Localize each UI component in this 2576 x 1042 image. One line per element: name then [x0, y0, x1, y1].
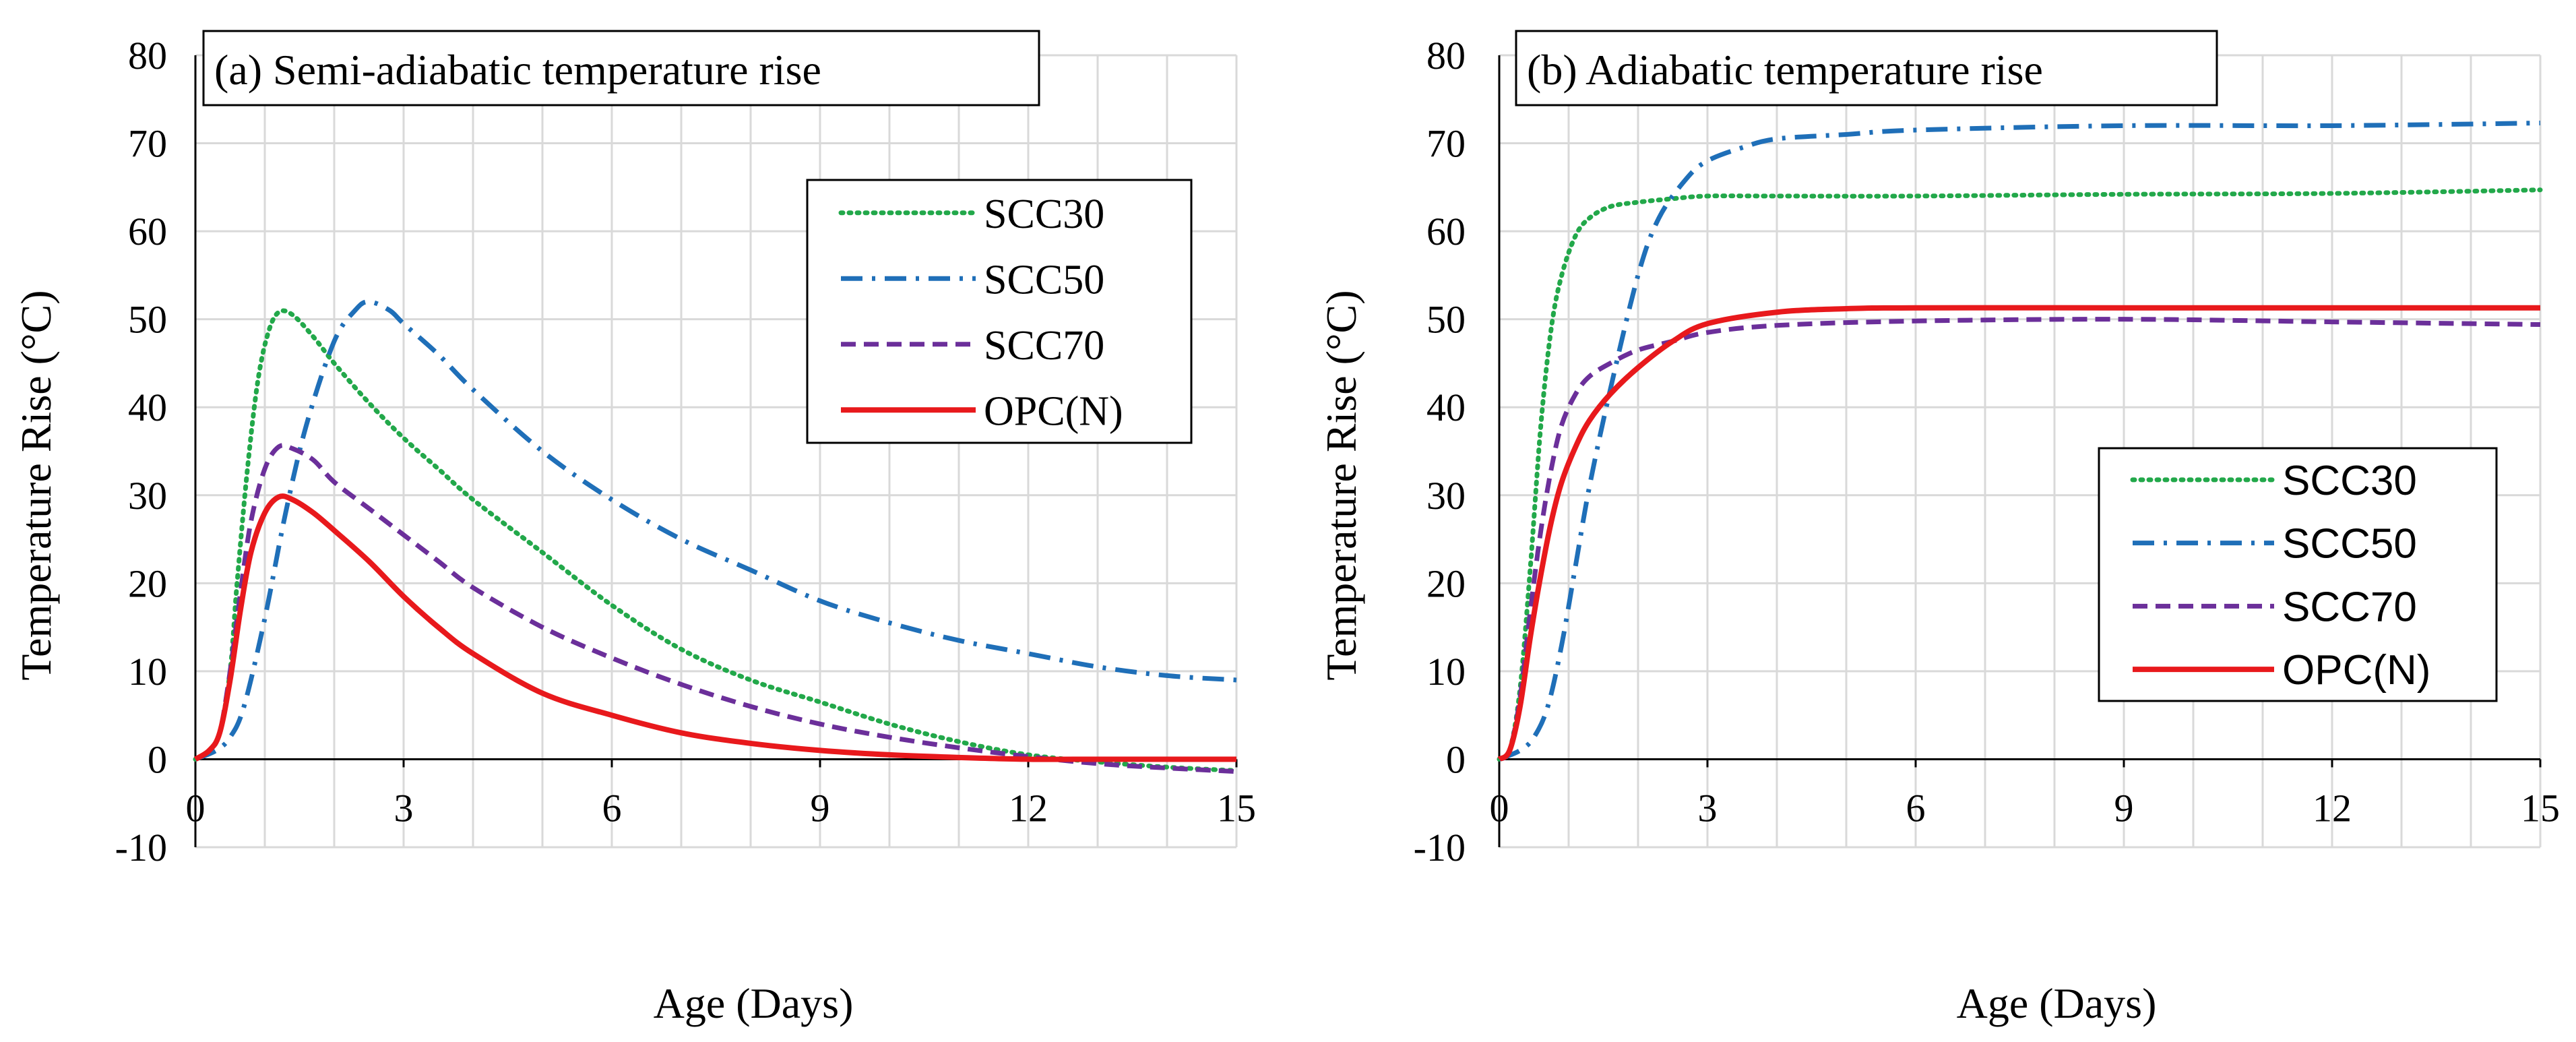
y-tick-label: 80 [128, 34, 167, 78]
panel-a-y-axis-label: Temperature Rise (°C) [12, 290, 60, 680]
panel-a-title-box: (a) Semi-adiabatic temperature rise [202, 30, 1040, 106]
legend-label: SCC50 [2282, 521, 2417, 568]
legend-box [2098, 447, 2498, 702]
y-tick-label: -10 [115, 826, 167, 869]
x-tick-label: 3 [1698, 786, 1718, 830]
panel-b-tick-labels: -10 0 10 20 30 40 50 60 70 80 0 3 6 9 12 15 [1414, 34, 2560, 869]
x-tick-label: 9 [811, 786, 830, 830]
legend-label: SCC50 [984, 257, 1104, 303]
y-tick-label: 10 [128, 650, 167, 694]
series-line-scc30 [193, 308, 1239, 773]
panel-b-title: (b) Adiabatic temperature rise [1527, 46, 2043, 94]
panel-a-plot-area [195, 55, 1236, 847]
y-tick-label: 30 [128, 474, 167, 518]
panel-a-x-axis-label: Age (Days) [654, 979, 854, 1027]
series-line-opcn [1497, 305, 2540, 762]
y-tick-label: 30 [1426, 474, 1466, 518]
x-tick-label: 15 [2521, 786, 2560, 830]
y-tick-label: 10 [1426, 650, 1466, 694]
y-tick-label: 40 [128, 386, 167, 429]
panel-b-x-axis-label: Age (Days) [1957, 979, 2157, 1027]
series-line-scc70 [194, 443, 1237, 774]
x-tick-label: 0 [1490, 786, 1509, 830]
panel-a-chart: -10 0 10 20 30 40 50 60 70 80 0 3 6 9 12 15 (a) Semi-ad… [12, 30, 1256, 1027]
y-tick-label: 0 [1446, 737, 1466, 781]
series-line-scc50 [1498, 121, 2541, 762]
series-line-opcn [193, 493, 1236, 762]
panel-a-tick-labels: -10 0 10 20 30 40 50 60 70 80 0 3 6 9 12 15 [115, 34, 1256, 869]
panel-a-title: (a) Semi-adiabatic temperature rise [214, 46, 821, 94]
legend-label: OPC(N) [984, 388, 1123, 434]
x-tick-label: 6 [602, 786, 622, 830]
y-tick-label: 50 [1426, 298, 1466, 342]
legend-label: SCC70 [2282, 584, 2417, 630]
y-tick-label: 70 [128, 122, 167, 166]
y-tick-label: 0 [148, 737, 167, 781]
x-tick-label: 9 [2114, 786, 2134, 830]
legend-label: OPC(N) [2282, 647, 2430, 694]
x-tick-label: 6 [1906, 786, 1926, 830]
series-line-scc70 [1497, 317, 2541, 762]
y-tick-label: 50 [128, 298, 167, 342]
panel-b-title-box: (b) Adiabatic temperature rise [1515, 30, 2218, 106]
x-tick-label: 12 [1009, 786, 1048, 830]
legend-label: SCC30 [2282, 458, 2417, 504]
panel-b-series-group [1497, 121, 2543, 762]
y-tick-label: 20 [1426, 561, 1466, 605]
series-line-scc30 [1497, 187, 2543, 762]
legend-label: SCC70 [984, 323, 1104, 369]
panel-b-chart: -10 0 10 20 30 40 50 60 70 80 0 3 6 9 12 15 (b) Adiabat… [1317, 30, 2560, 1027]
x-tick-label: 3 [394, 786, 414, 830]
legend-label: SCC30 [984, 191, 1104, 237]
y-tick-label: 40 [1426, 386, 1466, 429]
panel-a-series-group [193, 299, 1239, 774]
x-tick-label: 0 [186, 786, 206, 830]
panel-b-y-axis-label: Temperature Rise (°C) [1317, 290, 1365, 680]
legend-box [806, 179, 1193, 444]
y-tick-label: 20 [128, 561, 167, 605]
x-tick-label: 12 [2313, 786, 2352, 830]
y-tick-label: -10 [1414, 826, 1466, 869]
y-tick-label: 80 [1426, 34, 1466, 78]
x-tick-label: 15 [1217, 786, 1256, 830]
y-tick-label: 60 [1426, 210, 1466, 253]
panel-a-legend: SCC30 SCC50 SCC70 OPC(N) [806, 179, 1193, 444]
y-tick-label: 60 [128, 210, 167, 253]
panel-b-axes [1498, 55, 2542, 847]
y-tick-label: 70 [1426, 122, 1466, 166]
panel-b-legend: SCC30 SCC50 SCC70 OPC(N) [2098, 447, 2498, 702]
